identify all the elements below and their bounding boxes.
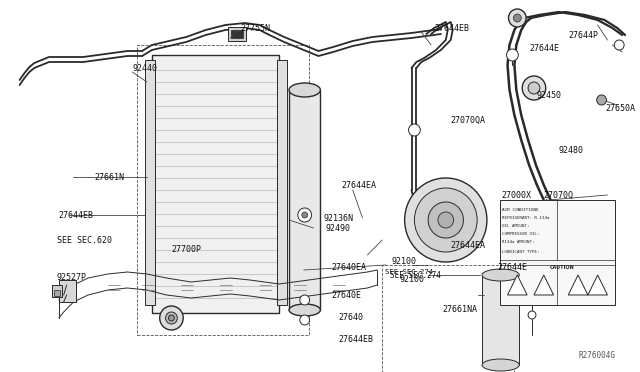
Circle shape	[168, 315, 174, 321]
Text: 27644EB: 27644EB	[338, 336, 373, 344]
Text: R134a AMOUNT:: R134a AMOUNT:	[502, 240, 534, 244]
Circle shape	[509, 9, 526, 27]
Text: 27070Q: 27070Q	[544, 190, 574, 199]
Text: LUBRICANT TYPE:: LUBRICANT TYPE:	[502, 250, 539, 254]
Circle shape	[298, 208, 312, 222]
Text: R276004G: R276004G	[579, 351, 615, 360]
Text: 92440: 92440	[132, 64, 157, 73]
Bar	[152, 55, 279, 313]
Ellipse shape	[482, 359, 519, 371]
Bar	[54, 290, 60, 296]
Circle shape	[522, 76, 546, 100]
Bar	[277, 60, 287, 305]
Text: 27644E: 27644E	[529, 44, 559, 52]
Text: COMPRESSOR OIL:: COMPRESSOR OIL:	[502, 232, 539, 236]
Bar	[228, 27, 246, 41]
Bar	[59, 280, 76, 302]
Text: !: !	[516, 285, 518, 290]
Text: 27650A: 27650A	[605, 103, 636, 112]
Circle shape	[302, 212, 308, 218]
Text: 92480: 92480	[559, 145, 584, 154]
Bar	[52, 285, 61, 297]
Text: AIR CONDITIONE: AIR CONDITIONE	[502, 208, 538, 212]
Circle shape	[300, 315, 310, 325]
Text: CAUTION: CAUTION	[550, 265, 575, 270]
Text: REFRIGERANT: R-134a: REFRIGERANT: R-134a	[502, 216, 549, 220]
Polygon shape	[508, 275, 527, 295]
Circle shape	[528, 311, 536, 319]
Text: 92527P: 92527P	[57, 273, 87, 282]
Circle shape	[428, 202, 463, 238]
Bar	[500, 200, 615, 305]
Circle shape	[166, 312, 177, 324]
Text: SEE SEC.274: SEE SEC.274	[390, 270, 441, 279]
Bar	[289, 90, 321, 310]
Circle shape	[614, 40, 624, 50]
Polygon shape	[568, 275, 588, 295]
Text: 27640: 27640	[338, 314, 363, 323]
Text: 27644E: 27644E	[498, 263, 528, 273]
Text: 27000X: 27000X	[502, 190, 532, 199]
Circle shape	[300, 295, 310, 305]
Text: 92100: 92100	[400, 276, 425, 285]
Circle shape	[438, 212, 454, 228]
Text: 27070QA: 27070QA	[451, 115, 486, 125]
Bar	[231, 30, 243, 38]
Text: SEE SEC.620: SEE SEC.620	[57, 235, 112, 244]
Circle shape	[596, 95, 607, 105]
Circle shape	[513, 14, 521, 22]
Text: 27644P: 27644P	[568, 31, 598, 39]
Circle shape	[506, 49, 518, 61]
Ellipse shape	[482, 269, 519, 281]
Text: 27644EA: 27644EA	[451, 241, 486, 250]
Text: SEE SEC.274: SEE SEC.274	[385, 269, 433, 275]
Text: 27644EB: 27644EB	[59, 211, 94, 219]
Circle shape	[160, 306, 183, 330]
Circle shape	[528, 82, 540, 94]
Text: 27661NA: 27661NA	[443, 305, 478, 314]
Ellipse shape	[289, 83, 321, 97]
Polygon shape	[588, 275, 607, 295]
Bar	[482, 275, 519, 365]
Text: 27755N: 27755N	[240, 23, 270, 32]
Text: 27644EB: 27644EB	[434, 23, 469, 32]
Text: OIL AMOUNT:: OIL AMOUNT:	[502, 224, 529, 228]
Text: !: !	[543, 285, 545, 290]
Text: 92490: 92490	[325, 224, 350, 232]
Text: 92136N: 92136N	[323, 214, 353, 222]
Text: 27661N: 27661N	[94, 173, 124, 182]
Text: 27640EA: 27640EA	[331, 263, 366, 273]
Text: 27640E: 27640E	[331, 291, 361, 299]
Bar	[145, 60, 155, 305]
Bar	[137, 45, 308, 335]
Circle shape	[404, 178, 487, 262]
Text: !: !	[596, 285, 599, 290]
Text: 92450: 92450	[537, 90, 562, 99]
Bar	[382, 265, 515, 372]
Text: 27700P: 27700P	[172, 246, 202, 254]
Circle shape	[415, 188, 477, 252]
Circle shape	[408, 124, 420, 136]
Text: 92100: 92100	[392, 257, 417, 266]
Polygon shape	[534, 275, 554, 295]
Ellipse shape	[289, 304, 321, 316]
Text: 27644EA: 27644EA	[341, 180, 376, 189]
Text: !: !	[577, 285, 579, 290]
